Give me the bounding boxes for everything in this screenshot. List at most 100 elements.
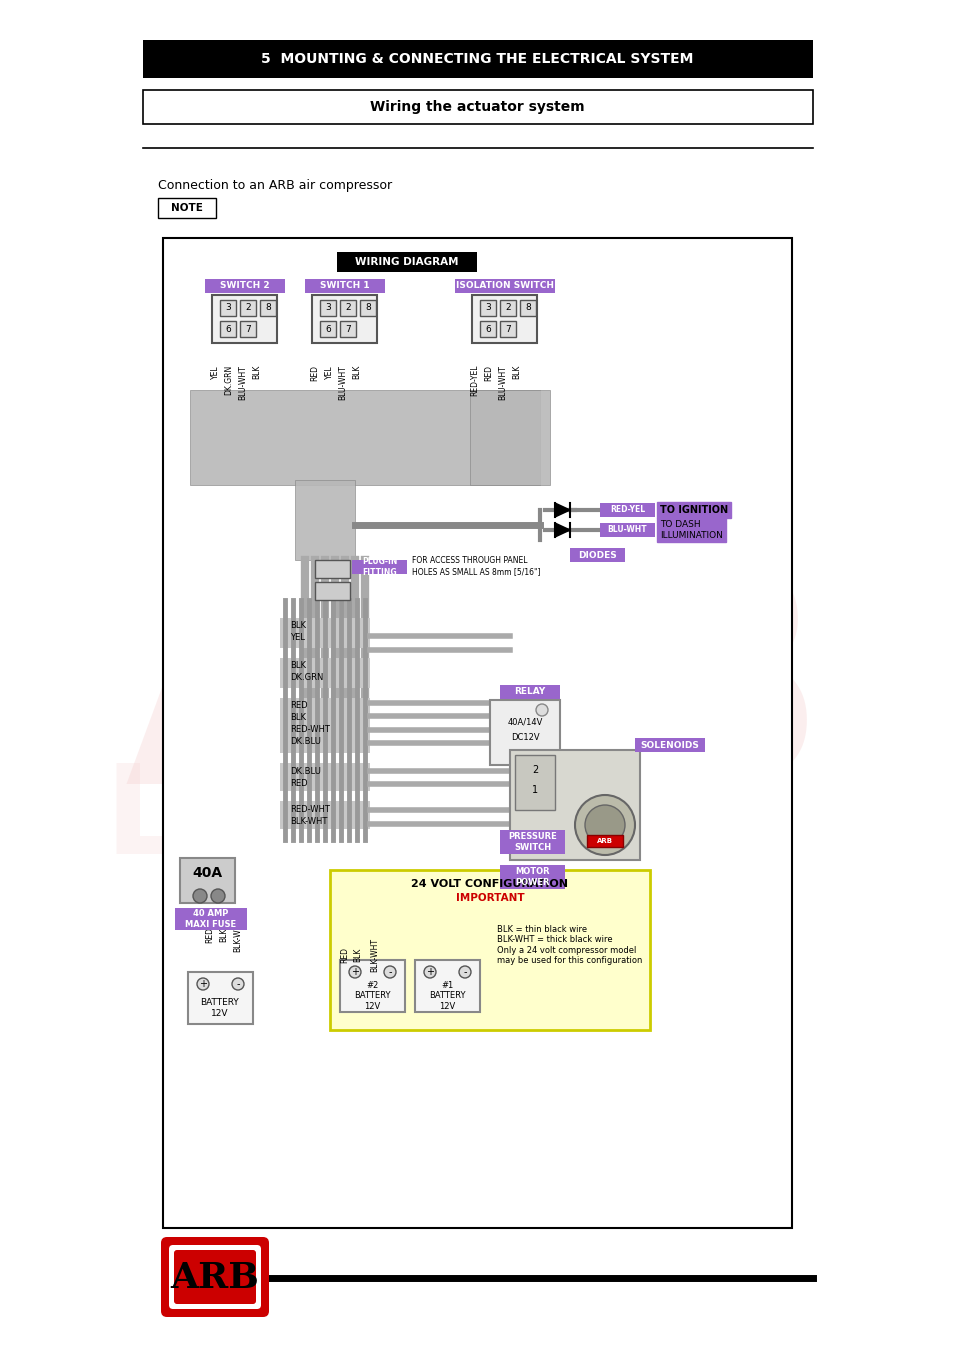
Text: BLK: BLK xyxy=(253,364,261,379)
Bar xyxy=(190,390,539,485)
Bar xyxy=(499,865,564,890)
Bar xyxy=(320,300,336,316)
Bar xyxy=(205,279,285,293)
Text: +: + xyxy=(351,967,358,977)
Text: TO IGNITION: TO IGNITION xyxy=(659,505,727,514)
Bar xyxy=(340,321,356,338)
Bar xyxy=(260,300,276,316)
Text: BLU-WHT: BLU-WHT xyxy=(238,364,247,400)
Bar xyxy=(569,548,624,562)
Bar xyxy=(280,698,370,753)
Text: +: + xyxy=(199,979,207,990)
Text: SWITCH 2: SWITCH 2 xyxy=(220,282,270,290)
Text: DK.BLU: DK.BLU xyxy=(290,737,320,747)
Bar xyxy=(472,296,537,343)
Text: 24 VOLT CONFIGURATION: 24 VOLT CONFIGURATION xyxy=(411,879,568,890)
Text: BLK: BLK xyxy=(290,714,306,722)
Bar xyxy=(143,40,812,78)
Text: RELAY: RELAY xyxy=(514,687,545,697)
Circle shape xyxy=(458,967,471,977)
Text: PRESSURE
SWITCH: PRESSURE SWITCH xyxy=(508,833,557,852)
Bar xyxy=(280,801,370,829)
Text: RED-WHT: RED-WHT xyxy=(290,725,330,734)
Text: DK.GRN: DK.GRN xyxy=(224,364,233,396)
Bar xyxy=(240,321,256,338)
Text: BLK-WHT: BLK-WHT xyxy=(370,938,379,972)
Text: RED: RED xyxy=(290,702,307,710)
Text: SWITCH 1: SWITCH 1 xyxy=(320,282,370,290)
Text: 40 AMP
MAXI FUSE: 40 AMP MAXI FUSE xyxy=(185,910,236,929)
Text: IMPORTANT: IMPORTANT xyxy=(456,892,524,903)
FancyBboxPatch shape xyxy=(161,1237,269,1318)
Polygon shape xyxy=(555,504,569,517)
Text: RED: RED xyxy=(290,779,307,787)
Bar xyxy=(470,390,550,485)
Bar xyxy=(188,972,253,1025)
Text: 40A: 40A xyxy=(192,865,222,880)
Bar xyxy=(174,909,247,930)
Text: 2: 2 xyxy=(246,304,251,312)
Text: 6: 6 xyxy=(485,324,491,333)
Text: BLK: BLK xyxy=(290,621,306,630)
Bar xyxy=(480,321,496,338)
Text: ARB: ARB xyxy=(125,552,828,849)
Circle shape xyxy=(536,703,547,716)
Text: BLK: BLK xyxy=(352,364,361,379)
Text: 2: 2 xyxy=(532,765,537,775)
Circle shape xyxy=(423,967,436,977)
Text: SOLENOIDS: SOLENOIDS xyxy=(639,741,699,749)
Text: -: - xyxy=(388,967,392,977)
Bar xyxy=(360,300,376,316)
Bar xyxy=(305,279,385,293)
Bar xyxy=(490,701,559,765)
Text: 8: 8 xyxy=(525,304,531,312)
Text: MOTOR
POWER: MOTOR POWER xyxy=(515,867,549,887)
Circle shape xyxy=(211,890,225,903)
Bar xyxy=(599,522,655,537)
Bar xyxy=(220,300,236,316)
Bar xyxy=(415,960,479,1012)
Bar xyxy=(340,300,356,316)
Bar xyxy=(635,738,704,752)
Circle shape xyxy=(196,977,209,990)
Text: BLK: BLK xyxy=(290,662,306,671)
Polygon shape xyxy=(555,522,569,537)
Bar xyxy=(480,300,496,316)
Bar xyxy=(515,755,555,810)
Text: BATTERY
12V: BATTERY 12V xyxy=(200,998,239,1018)
Circle shape xyxy=(384,967,395,977)
Text: BLU-WHT: BLU-WHT xyxy=(498,364,507,400)
Text: 1: 1 xyxy=(532,784,537,795)
Circle shape xyxy=(232,977,244,990)
Text: DK.GRN: DK.GRN xyxy=(290,674,323,683)
Text: 2: 2 xyxy=(505,304,511,312)
Text: RED: RED xyxy=(310,364,319,381)
Text: BLK = thin black wire
BLK-WHT = thick black wire
Only a 24 volt compressor model: BLK = thin black wire BLK-WHT = thick bl… xyxy=(497,925,642,965)
Text: BLK-WHT: BLK-WHT xyxy=(233,918,242,952)
Text: 3: 3 xyxy=(226,304,232,312)
Bar xyxy=(294,481,355,560)
Text: RED-YEL: RED-YEL xyxy=(470,364,479,397)
Circle shape xyxy=(193,890,207,903)
Text: +: + xyxy=(426,967,434,977)
Bar xyxy=(499,684,559,699)
Text: 2: 2 xyxy=(345,304,351,312)
Bar xyxy=(220,321,236,338)
Bar xyxy=(599,504,655,517)
Text: 8: 8 xyxy=(365,304,371,312)
Text: WIRING DIAGRAM: WIRING DIAGRAM xyxy=(355,256,458,267)
Text: TO DASH
ILLUMINATION: TO DASH ILLUMINATION xyxy=(659,520,722,540)
Bar xyxy=(352,560,407,574)
Text: 5  MOUNTING & CONNECTING THE ELECTRICAL SYSTEM: 5 MOUNTING & CONNECTING THE ELECTRICAL S… xyxy=(260,53,693,66)
Bar xyxy=(500,321,516,338)
Circle shape xyxy=(349,967,360,977)
Bar xyxy=(520,300,536,316)
Text: FOR ACCESS THROUGH PANEL
HOLES AS SMALL AS 8mm [5/16"]: FOR ACCESS THROUGH PANEL HOLES AS SMALL … xyxy=(412,556,540,575)
FancyBboxPatch shape xyxy=(169,1245,261,1310)
Text: 6: 6 xyxy=(325,324,331,333)
Bar xyxy=(330,869,649,1030)
Text: 7: 7 xyxy=(245,324,251,333)
Text: 6: 6 xyxy=(226,324,232,333)
Text: RED: RED xyxy=(205,927,214,944)
Bar xyxy=(213,296,277,343)
